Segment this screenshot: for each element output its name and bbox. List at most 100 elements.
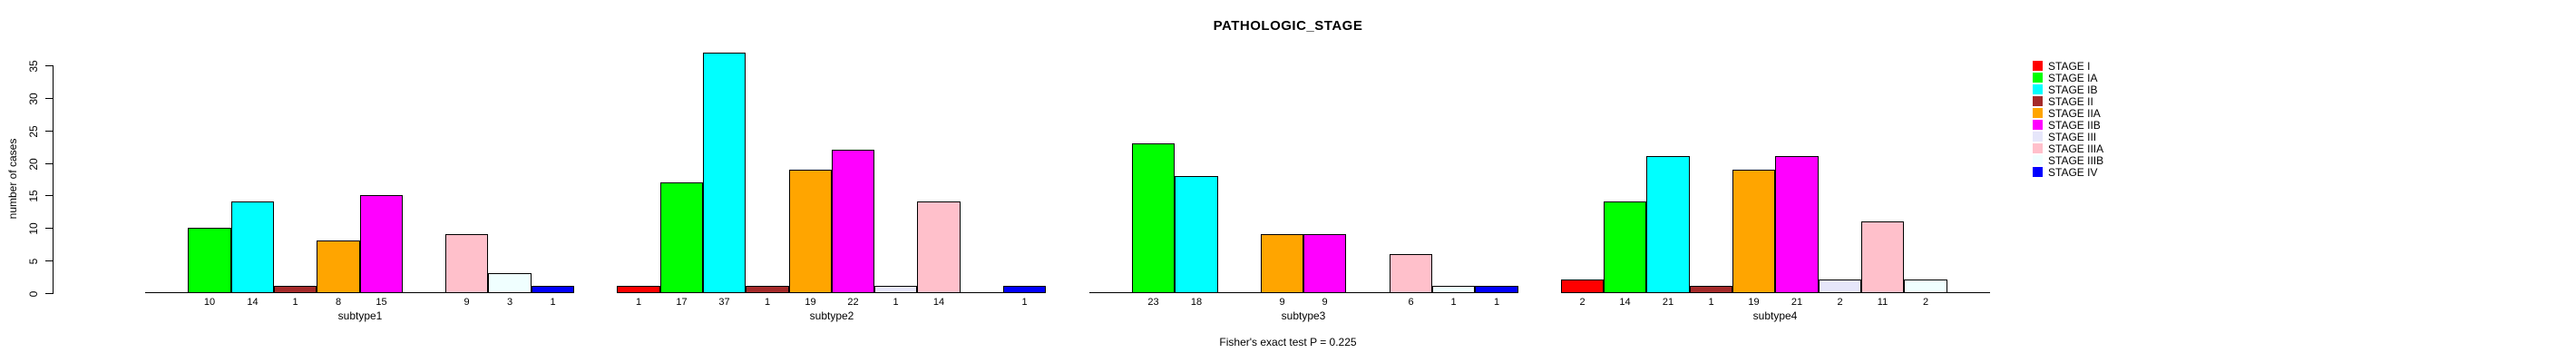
legend-label: STAGE IIIA <box>2048 142 2104 155</box>
y-axis-tick-label: 35 <box>27 59 40 73</box>
bar-value-label: 14 <box>1619 297 1631 308</box>
bar-stage-iv-subtype1 <box>532 286 574 293</box>
bar-value-label: 21 <box>1662 297 1674 308</box>
bar-stage-ib-subtype1 <box>231 201 274 293</box>
legend-item-stage-i: STAGE I <box>2033 59 2091 73</box>
legend-label: STAGE IIA <box>2048 106 2101 120</box>
legend-item-stage-iii: STAGE III <box>2033 130 2097 143</box>
y-axis-tick <box>45 195 53 196</box>
stage-iv-color-swatch-icon <box>2033 167 2043 177</box>
bar-value-label: 9 <box>1279 297 1285 308</box>
bar-value-label: 19 <box>1748 297 1760 308</box>
stage-iii-color-swatch-icon <box>2033 132 2043 142</box>
bar-value-label: 2 <box>1579 297 1586 308</box>
chart-title: PATHOLOGIC_STAGE <box>1213 18 1363 34</box>
y-axis-tick <box>45 131 53 132</box>
y-axis-tick-label: 15 <box>27 189 40 202</box>
bar-stage-iia-subtype1 <box>317 240 360 293</box>
bar-stage-iib-subtype2 <box>832 150 874 293</box>
bar-value-label: 1 <box>292 297 298 308</box>
y-axis-tick <box>45 260 53 261</box>
bar-value-label: 2 <box>1837 297 1843 308</box>
stage-iiib-color-swatch-icon <box>2033 155 2043 165</box>
bar-stage-ii-subtype2 <box>746 286 789 293</box>
stage-i-color-swatch-icon <box>2033 61 2043 71</box>
bar-value-label: 1 <box>635 297 642 308</box>
bar-value-label: 11 <box>1877 297 1888 308</box>
bar-stage-iiia-subtype3 <box>1390 254 1432 293</box>
y-axis-line <box>53 65 54 294</box>
legend-label: STAGE II <box>2048 94 2093 108</box>
x-axis-category-label: subtype4 <box>1752 309 1798 322</box>
bar-value-label: 10 <box>203 297 216 308</box>
legend-item-stage-iiib: STAGE IIIB <box>2033 153 2104 167</box>
bar-stage-i-subtype2 <box>617 286 660 293</box>
y-axis-tick-label: 25 <box>27 124 40 138</box>
legend-label: STAGE IV <box>2048 165 2098 179</box>
legend-item-stage-ii: STAGE II <box>2033 94 2093 108</box>
bar-value-label: 14 <box>932 297 945 308</box>
y-axis-tick <box>45 98 53 99</box>
bar-stage-iiia-subtype1 <box>445 234 488 293</box>
bar-stage-ia-subtype4 <box>1604 201 1646 293</box>
legend-item-stage-iiia: STAGE IIIA <box>2033 142 2104 155</box>
bar-value-label: 15 <box>376 297 387 308</box>
bar-stage-ib-subtype2 <box>703 53 746 293</box>
bar-stage-ia-subtype3 <box>1132 143 1175 293</box>
bar-stage-ii-subtype1 <box>274 286 317 293</box>
bar-stage-iiib-subtype1 <box>488 273 532 293</box>
legend-label: STAGE III <box>2048 130 2097 143</box>
y-axis-tick-label: 10 <box>27 221 40 235</box>
bar-stage-ib-subtype3 <box>1175 176 1218 293</box>
bar-stage-iv-subtype2 <box>1003 286 1046 293</box>
bar-value-label: 1 <box>764 297 771 308</box>
bar-value-label: 19 <box>805 297 816 308</box>
bar-value-label: 22 <box>847 297 859 308</box>
legend-item-stage-iia: STAGE IIA <box>2033 106 2101 120</box>
bar-stage-ib-subtype4 <box>1646 156 1690 293</box>
bar-stage-ia-subtype1 <box>188 228 231 293</box>
bar-value-label: 8 <box>335 297 342 308</box>
bar-stage-iia-subtype3 <box>1261 234 1303 293</box>
bar-stage-iib-subtype1 <box>360 195 403 293</box>
bar-stage-iib-subtype4 <box>1775 156 1819 293</box>
bar-stage-iiib-subtype4 <box>1904 280 1947 293</box>
legend-item-stage-iv: STAGE IV <box>2033 165 2098 179</box>
stage-iib-color-swatch-icon <box>2033 120 2043 130</box>
bar-value-label: 18 <box>1190 297 1203 308</box>
bar-value-label: 2 <box>1922 297 1929 308</box>
bar-stage-iia-subtype4 <box>1732 170 1775 293</box>
bar-value-label: 1 <box>1708 297 1714 308</box>
y-axis-title: number of cases <box>6 138 19 220</box>
bar-value-label: 1 <box>893 297 899 308</box>
legend-label: STAGE IIB <box>2048 118 2101 132</box>
bar-value-label: 1 <box>1450 297 1457 308</box>
stage-ii-color-swatch-icon <box>2033 96 2043 106</box>
bar-stage-iiib-subtype3 <box>1432 286 1475 293</box>
y-axis-tick <box>45 293 53 294</box>
stage-iiia-color-swatch-icon <box>2033 143 2043 153</box>
x-axis-category-label: subtype1 <box>337 309 383 322</box>
y-axis-tick <box>45 163 53 164</box>
y-axis-tick-label: 20 <box>27 157 40 171</box>
legend-label: STAGE IA <box>2048 71 2098 84</box>
bar-value-label: 3 <box>506 297 513 308</box>
bar-value-label: 17 <box>676 297 688 308</box>
legend-label: STAGE IB <box>2048 83 2098 96</box>
y-axis-tick-label: 5 <box>27 258 40 264</box>
bar-value-label: 9 <box>1322 297 1328 308</box>
bar-value-label: 23 <box>1147 297 1159 308</box>
y-axis-tick <box>45 228 53 229</box>
x-axis-category-label: subtype3 <box>1281 309 1326 322</box>
bar-value-label: 6 <box>1408 297 1414 308</box>
bar-value-label: 21 <box>1791 297 1803 308</box>
legend-label: STAGE I <box>2048 59 2091 73</box>
y-axis-tick-label: 0 <box>27 290 40 297</box>
bar-stage-iiia-subtype4 <box>1861 221 1904 293</box>
legend-item-stage-ib: STAGE IB <box>2033 83 2098 96</box>
bar-value-label: 1 <box>1493 297 1500 308</box>
legend-label: STAGE IIIB <box>2048 153 2104 167</box>
bar-stage-ia-subtype2 <box>660 182 703 293</box>
bar-value-label: 1 <box>550 297 556 308</box>
